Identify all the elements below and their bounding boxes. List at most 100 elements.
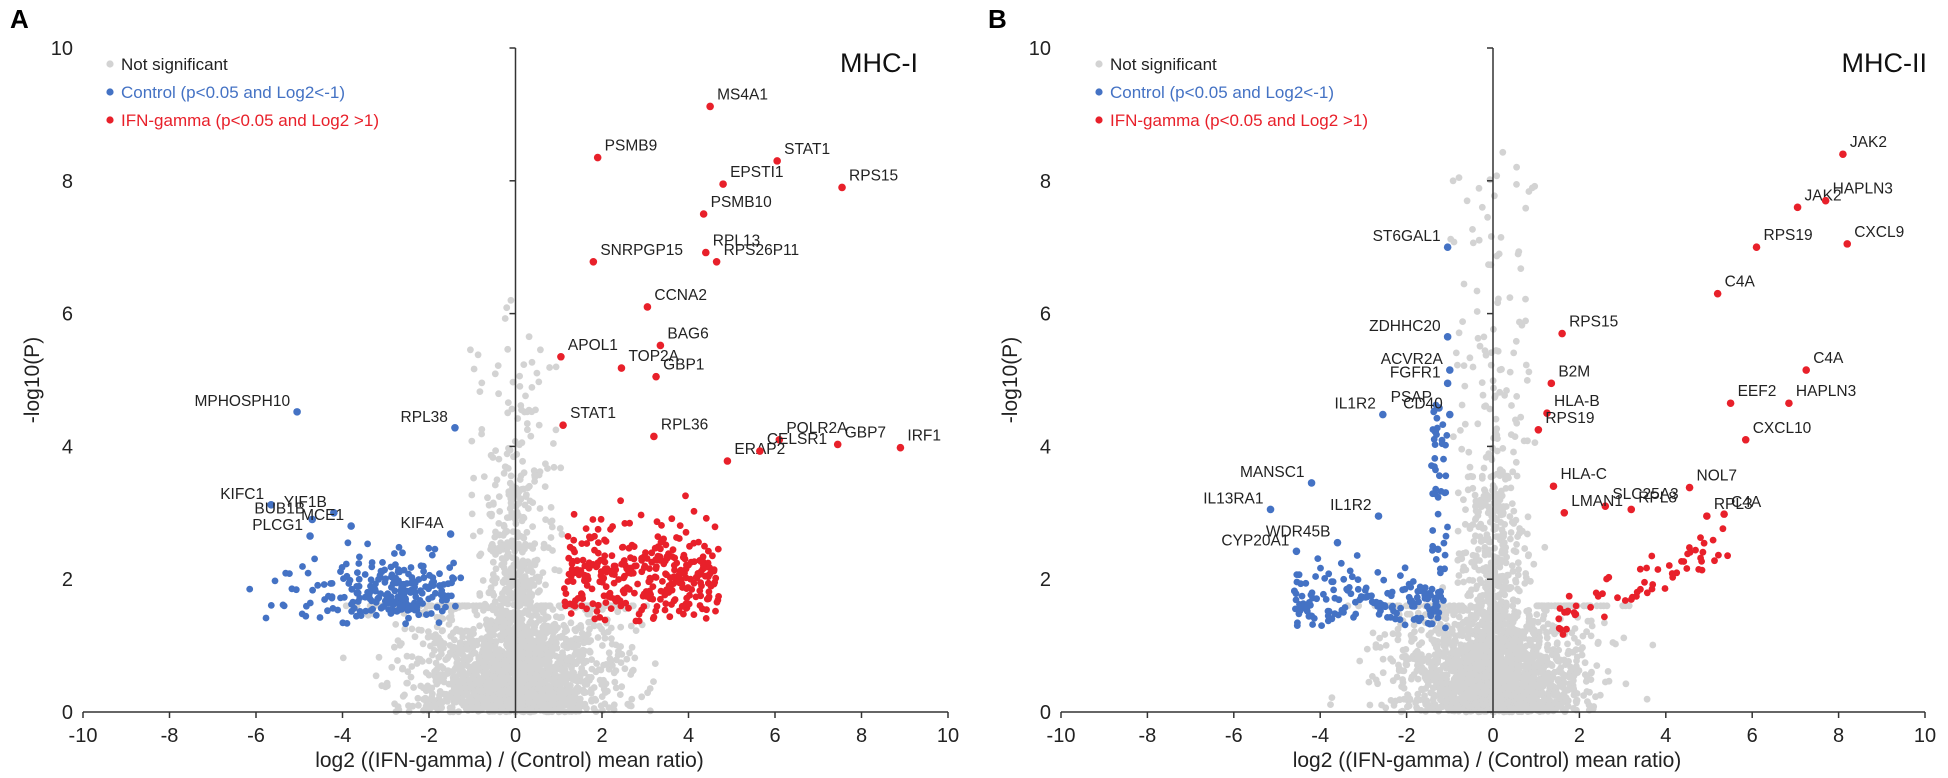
blue-point — [444, 580, 452, 588]
gene-label: PSMB10 — [711, 194, 773, 211]
grey-point — [1507, 529, 1515, 536]
blue-point — [355, 575, 363, 583]
grey-point — [475, 676, 483, 683]
grey-point — [548, 517, 556, 525]
red-point — [595, 539, 602, 546]
red-point — [594, 525, 602, 533]
grey-point — [483, 616, 490, 624]
grey-point — [1365, 678, 1373, 686]
grey-point — [481, 668, 489, 675]
gene-point — [833, 440, 842, 449]
gene-point — [451, 424, 459, 432]
grey-point — [494, 362, 502, 369]
grey-point — [444, 655, 451, 662]
grey-point — [411, 633, 419, 641]
grey-point — [1407, 631, 1415, 639]
grey-point — [1448, 692, 1456, 700]
red-point — [683, 594, 691, 602]
grey-point — [528, 644, 535, 651]
grey-point — [1539, 689, 1547, 697]
grey-point — [419, 640, 427, 648]
grey-point — [1554, 701, 1562, 709]
grey-point — [536, 505, 544, 512]
red-point — [635, 610, 643, 618]
grey-point — [477, 687, 485, 694]
grey-point — [616, 691, 624, 698]
grey-point — [535, 421, 543, 429]
x-tick-label: 10 — [937, 725, 959, 747]
blue-point — [316, 614, 324, 621]
grey-point — [378, 682, 386, 690]
grey-point — [1418, 685, 1425, 693]
grey-point — [422, 669, 430, 676]
grey-point — [493, 618, 501, 625]
red-point — [596, 614, 604, 621]
grey-point — [1574, 669, 1581, 676]
blue-point — [345, 580, 353, 587]
grey-point — [525, 699, 533, 707]
grey-point — [476, 527, 484, 535]
red-point — [601, 552, 609, 560]
grey-point — [1382, 642, 1390, 649]
blue-point — [452, 602, 459, 610]
grey-point — [524, 484, 532, 492]
blue-point — [436, 570, 443, 578]
grey-point — [495, 455, 503, 463]
blue-point — [303, 602, 310, 610]
red-point — [670, 562, 678, 569]
grey-point — [451, 636, 458, 644]
blue-point — [407, 579, 415, 587]
red-point — [659, 578, 666, 585]
red-point — [643, 555, 651, 562]
grey-point — [1387, 655, 1394, 663]
grey-point — [1570, 685, 1577, 692]
red-point — [630, 555, 638, 563]
red-point — [683, 585, 690, 592]
grey-point — [1603, 602, 1611, 610]
grey-point — [392, 621, 400, 628]
grey-point — [495, 390, 502, 398]
grey-point — [1423, 697, 1431, 705]
gene-label: GBP1 — [663, 357, 704, 374]
grey-point — [542, 581, 549, 589]
gene-label: PSMB9 — [605, 138, 658, 155]
red-point — [692, 593, 700, 601]
grey-point — [1544, 659, 1552, 667]
grey-point — [498, 632, 506, 640]
grey-point — [513, 618, 521, 626]
grey-point — [460, 653, 468, 661]
gene-label: CELSR1 — [767, 431, 827, 448]
grey-point — [414, 694, 422, 702]
x-tick-label: 0 — [510, 725, 521, 747]
grey-point — [1449, 649, 1456, 657]
grey-point — [1443, 672, 1450, 680]
red-point — [650, 613, 658, 621]
gene-label: IRF1 — [907, 428, 941, 445]
grey-point — [541, 483, 549, 490]
grey-point — [401, 625, 409, 633]
red-point — [640, 564, 648, 571]
red-point — [692, 573, 700, 581]
grey-point — [1583, 688, 1591, 695]
red-point — [676, 572, 683, 580]
grey-point — [517, 671, 524, 678]
grey-point — [1390, 701, 1398, 709]
y-tick-label: 2 — [62, 569, 73, 591]
grey-point — [1366, 701, 1374, 709]
grey-point — [1372, 676, 1380, 684]
grey-point — [644, 689, 651, 697]
blue-point — [288, 585, 296, 593]
grey-point — [437, 644, 445, 651]
grey-point — [1541, 543, 1549, 551]
grey-point — [590, 622, 598, 630]
grey-point — [583, 657, 590, 665]
grey-point — [1514, 665, 1521, 672]
blue-point — [379, 559, 386, 566]
gene-label: EPSTI1 — [730, 164, 783, 181]
grey-point — [558, 696, 566, 704]
grey-point — [539, 569, 547, 576]
grey-point — [511, 635, 518, 643]
blue-point — [437, 591, 445, 599]
red-point — [567, 610, 575, 617]
